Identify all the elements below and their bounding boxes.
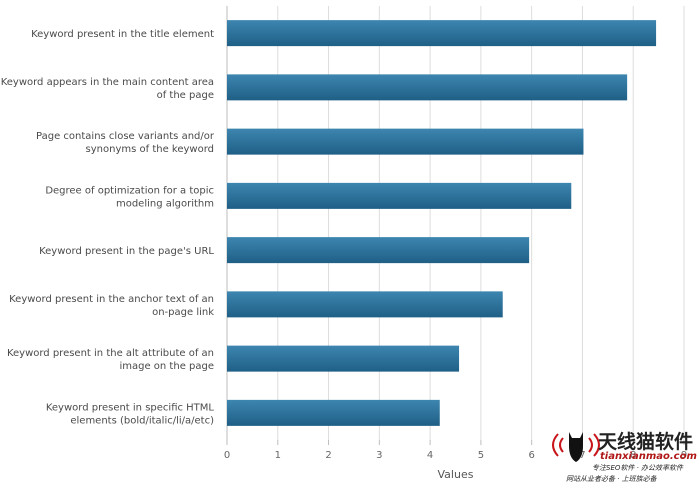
- category-label-line: elements (bold/italic/li/a/etc): [70, 415, 214, 426]
- bar: [227, 291, 503, 318]
- category-label: Degree of optimization for a topic modeli…: [45, 185, 214, 209]
- category-label: Keyword present in the page's URL: [39, 246, 214, 257]
- x-tick-label: 5: [478, 450, 484, 461]
- category-label: Keyword present in the title element: [31, 29, 214, 40]
- category-label-line: Degree of optimization for a topic: [45, 185, 214, 196]
- category-label-line: Keyword present in the alt attribute of …: [7, 348, 214, 359]
- category-label-line: Keyword present in the title element: [31, 29, 214, 40]
- bars: [227, 20, 657, 426]
- category-label: Keyword present in the alt attribute of …: [7, 348, 214, 372]
- watermark-title: 天线猫软件: [598, 430, 693, 453]
- bar: [227, 237, 530, 264]
- bar: [227, 182, 572, 209]
- x-axis-title: Values: [438, 468, 474, 481]
- x-tick-label: 6: [528, 450, 534, 461]
- category-label: Page contains close variants and/or synon…: [36, 131, 215, 155]
- category-label-line: Page contains close variants and/or: [36, 131, 215, 142]
- x-tick-label: 9: [681, 450, 687, 461]
- category-label-line: Keyword appears in the main content area: [1, 77, 214, 88]
- x-tick-label: 4: [427, 450, 433, 461]
- x-tick-label: 7: [579, 450, 585, 461]
- bar: [227, 399, 440, 426]
- x-tick-label: 8: [630, 450, 636, 461]
- cat-logo-icon: [552, 432, 600, 462]
- watermark: 天线猫软件 tianxianmao.com 专注SEO软件 · 办公效率软件 网…: [552, 430, 697, 483]
- category-label: Keyword present in specific HTML elements…: [46, 402, 215, 426]
- category-label-line: of the page: [157, 90, 214, 101]
- grid-lines: [226, 6, 685, 440]
- category-label: Keyword appears in the main content area…: [1, 77, 214, 101]
- watermark-url: tianxianmao.com: [600, 451, 697, 462]
- category-label-line: on-page link: [152, 307, 214, 318]
- bar: [227, 74, 628, 101]
- x-axis-ticks: 0 1 2 3 4 5 6 7 8 9: [224, 440, 687, 461]
- x-tick-label: 1: [275, 450, 281, 461]
- category-label-line: image on the page: [119, 361, 214, 372]
- x-tick-label: 3: [376, 450, 382, 461]
- category-label-line: synonyms of the keyword: [86, 144, 214, 155]
- x-tick-label: 0: [224, 450, 230, 461]
- x-tick-label: 2: [325, 450, 331, 461]
- bar: [227, 345, 460, 372]
- bar: [227, 128, 584, 155]
- watermark-slogan-1: 专注SEO软件 · 办公效率软件: [592, 464, 684, 472]
- category-label-line: Keyword present in the page's URL: [39, 246, 214, 257]
- category-label-line: Keyword present in specific HTML: [46, 402, 215, 413]
- bar: [227, 20, 657, 47]
- category-label-line: Keyword present in the anchor text of an: [9, 294, 214, 305]
- category-labels: Keyword present in the title element Keyw…: [1, 29, 215, 426]
- watermark-slogan-2: 网站从业者必备 · 上班族必备: [566, 475, 658, 483]
- category-label-line: modeling algorithm: [116, 198, 214, 209]
- category-label: Keyword present in the anchor text of an…: [9, 294, 214, 318]
